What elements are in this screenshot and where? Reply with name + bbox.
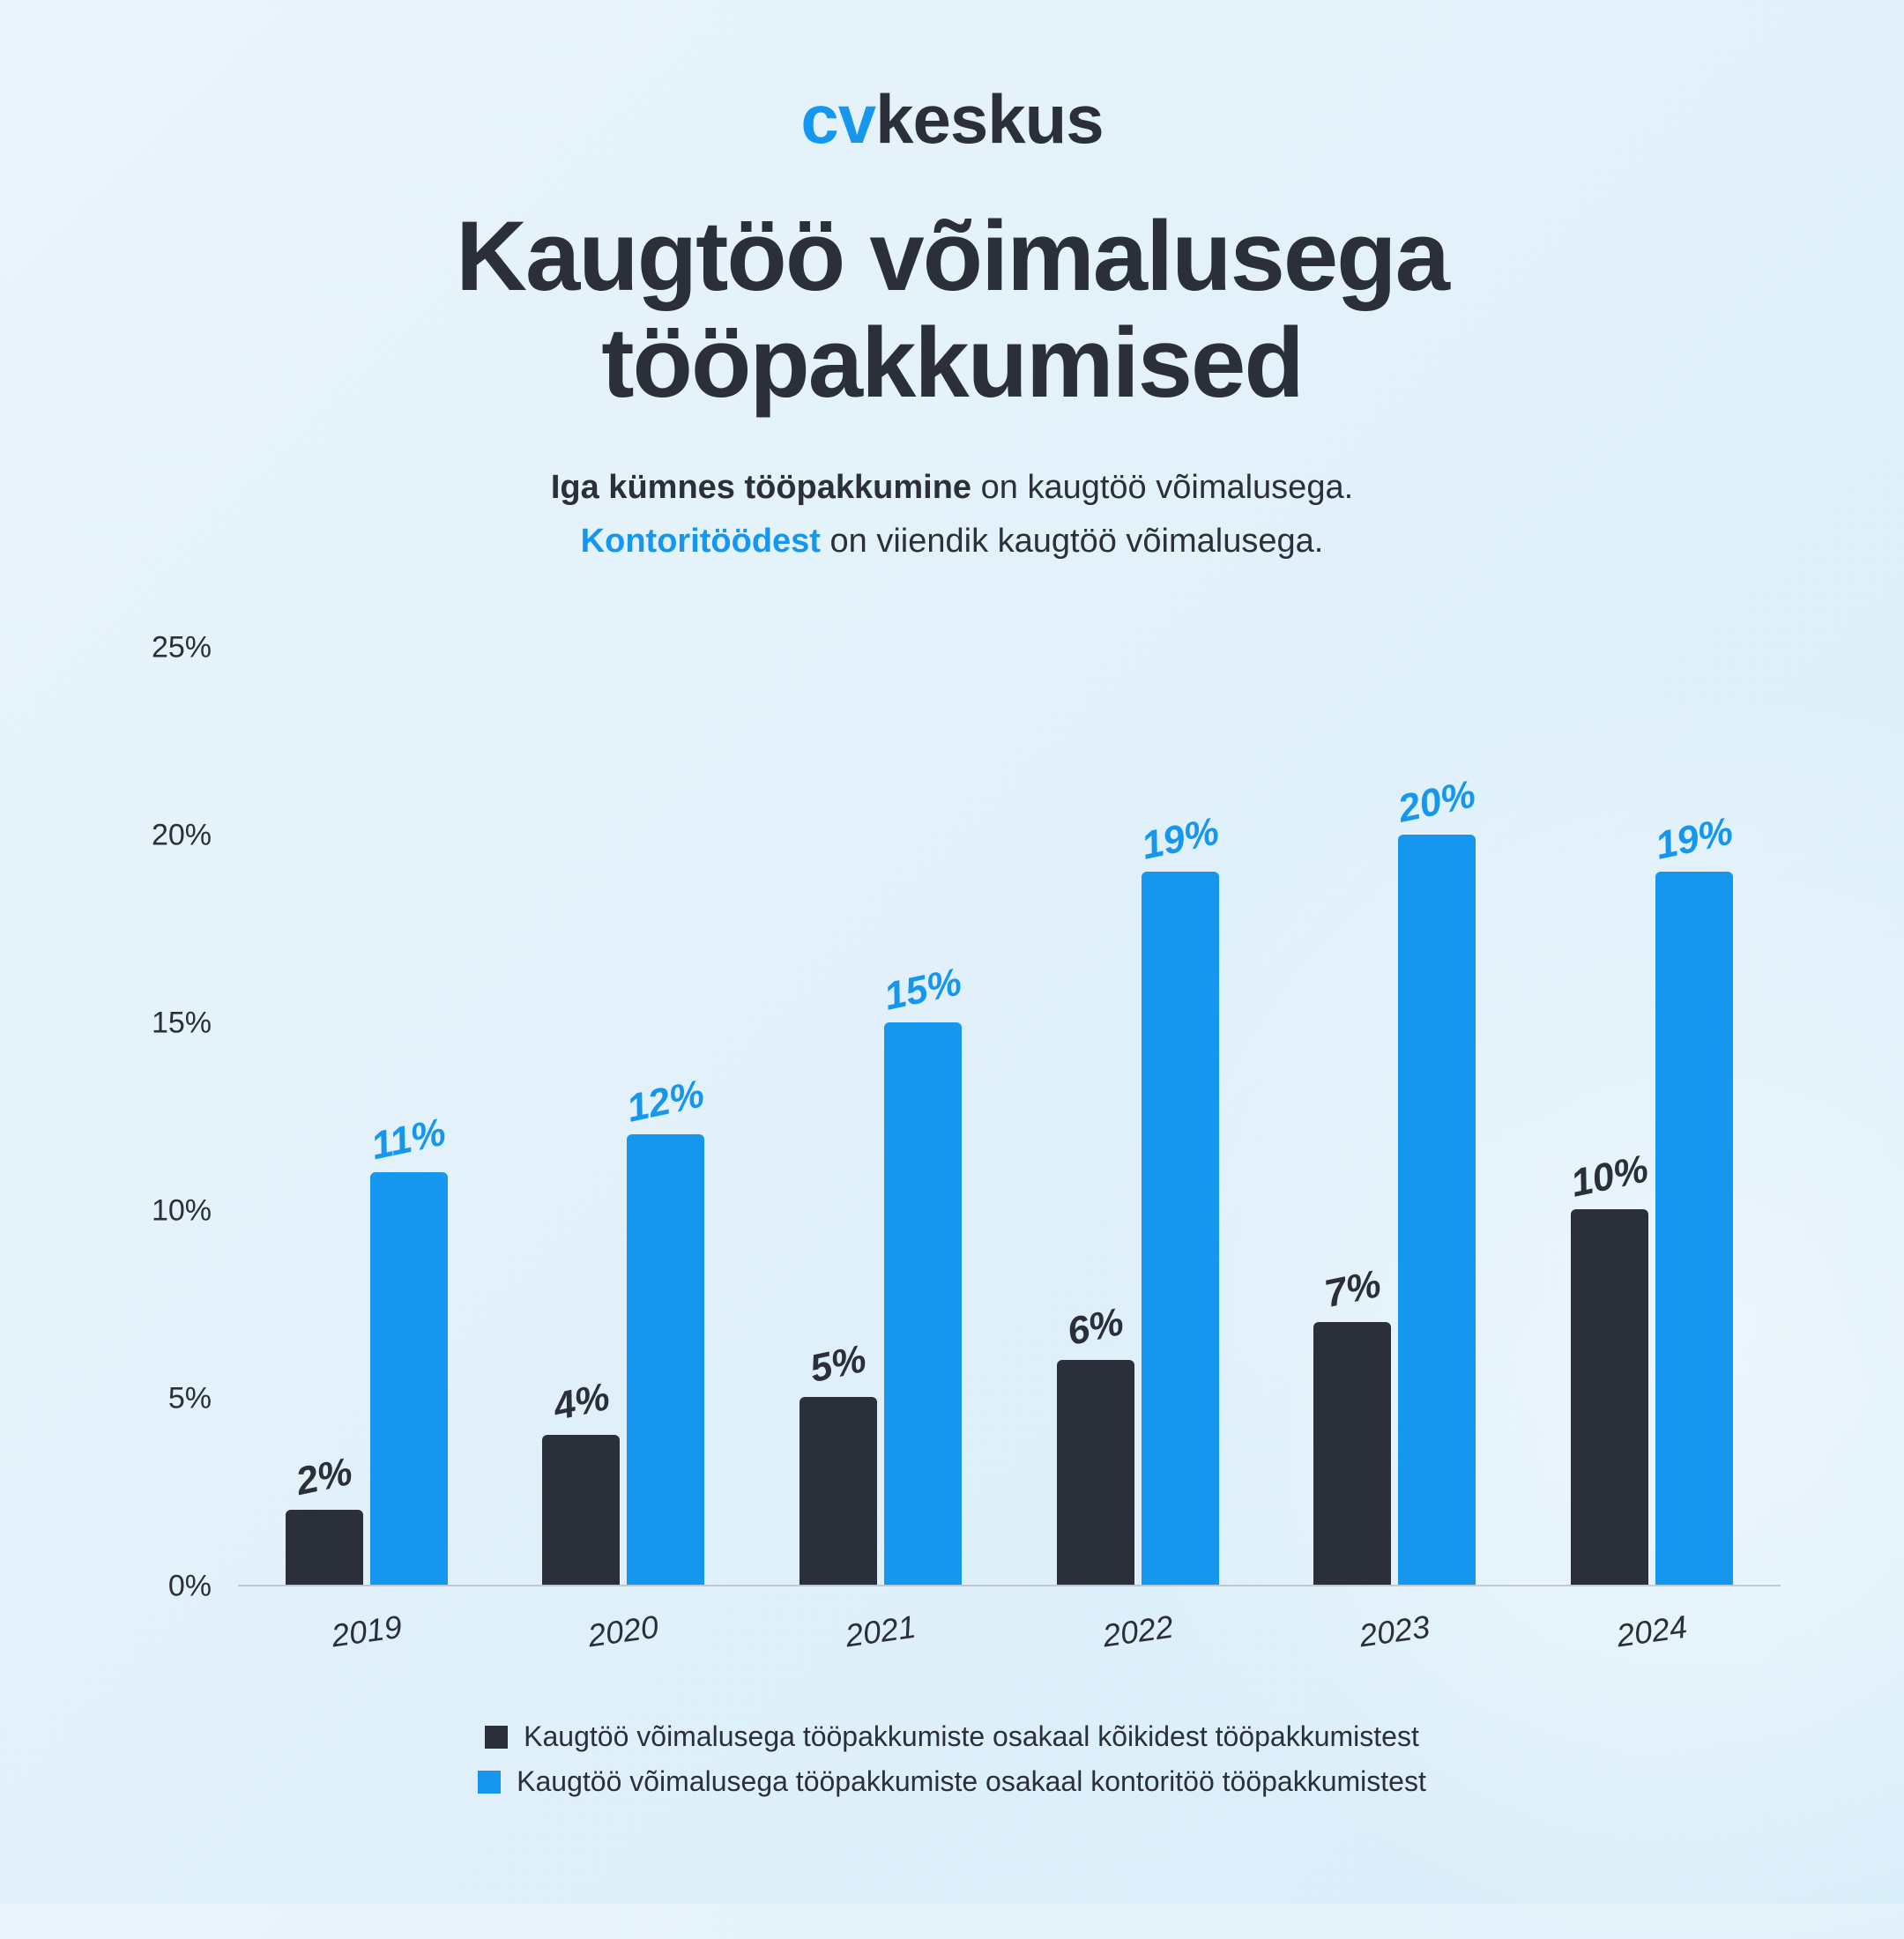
title-line1: Kaugtöö võimalusega	[123, 204, 1781, 310]
legend-item-office: Kaugtöö võimalusega tööpakkumiste osakaa…	[478, 1765, 1426, 1798]
bar-label-all: 7%	[1320, 1262, 1385, 1317]
bar-label-office: 19%	[1652, 810, 1737, 869]
bar-wrap-all: 2%	[286, 1510, 363, 1585]
bar-label-all: 6%	[1063, 1300, 1127, 1355]
title-line2: tööpakkumised	[123, 310, 1781, 417]
bar-office	[884, 1022, 962, 1585]
bar-all	[1057, 1360, 1134, 1585]
x-axis: 201920202021202220232024	[238, 1613, 1781, 1650]
bar-office	[370, 1172, 448, 1585]
bar-wrap-all: 4%	[542, 1435, 620, 1585]
bar-label-office: 15%	[881, 960, 966, 1019]
bar-office	[627, 1134, 704, 1585]
legend-label-office: Kaugtöö võimalusega tööpakkumiste osakaa…	[517, 1765, 1426, 1798]
bar-group: 10%19%	[1571, 872, 1733, 1585]
title: Kaugtöö võimalusega tööpakkumised	[123, 204, 1781, 417]
bar-office	[1398, 835, 1476, 1585]
bar-wrap-all: 5%	[800, 1397, 877, 1585]
legend-swatch-dark	[485, 1726, 508, 1749]
bar-label-all: 10%	[1567, 1148, 1653, 1207]
bar-label-office: 12%	[623, 1073, 709, 1132]
bar-office	[1142, 872, 1219, 1585]
plot-area: 2%11%4%12%5%15%6%19%7%20%10%19%	[238, 648, 1781, 1587]
bar-all	[286, 1510, 363, 1585]
y-tick: 5%	[168, 1381, 212, 1415]
bar-wrap-office: 19%	[1655, 872, 1733, 1585]
subtitle-bold1: Iga kümnes tööpakkumine	[551, 469, 971, 506]
bar-label-all: 2%	[293, 1450, 357, 1504]
bar-office	[1655, 872, 1733, 1585]
bar-group: 6%19%	[1057, 872, 1219, 1585]
y-tick: 25%	[152, 630, 212, 665]
bar-label-all: 5%	[807, 1337, 871, 1392]
x-label: 2023	[1312, 1601, 1477, 1660]
subtitle-bold2: Kontoritöödest	[581, 523, 821, 560]
y-tick: 15%	[152, 1006, 212, 1040]
bar-label-office: 20%	[1395, 772, 1480, 831]
logo-part1: cv	[800, 80, 875, 158]
legend-swatch-blue	[478, 1771, 501, 1794]
x-label: 2020	[540, 1601, 706, 1660]
bar-group: 2%11%	[286, 1172, 448, 1585]
infographic-container: cvkeskus Kaugtöö võimalusega tööpakkumis…	[0, 0, 1904, 1904]
bar-all	[542, 1435, 620, 1585]
bar-all	[1571, 1209, 1648, 1585]
bar-wrap-office: 19%	[1142, 872, 1219, 1585]
bar-wrap-all: 6%	[1057, 1360, 1134, 1585]
bar-label-all: 4%	[549, 1375, 614, 1430]
y-tick: 20%	[152, 818, 212, 852]
x-label: 2019	[284, 1601, 450, 1660]
bar-wrap-all: 10%	[1571, 1209, 1648, 1585]
legend-label-all: Kaugtöö võimalusega tööpakkumiste osakaa…	[524, 1720, 1419, 1753]
bar-label-office: 11%	[368, 1111, 450, 1170]
bar-group: 4%12%	[542, 1134, 704, 1585]
subtitle-rest2: on viiendik kaugtöö võimalusega.	[821, 523, 1323, 560]
bar-group: 5%15%	[800, 1022, 962, 1585]
subtitle-rest1: on kaugtöö võimalusega.	[971, 469, 1353, 506]
bar-wrap-office: 11%	[370, 1172, 448, 1585]
y-axis: 0%5%10%15%20%25%	[123, 648, 238, 1587]
y-tick: 10%	[152, 1193, 212, 1228]
bar-all	[1313, 1322, 1391, 1585]
x-label: 2021	[798, 1601, 963, 1660]
bar-wrap-office: 15%	[884, 1022, 962, 1585]
bar-wrap-office: 12%	[627, 1134, 704, 1585]
bar-label-office: 19%	[1138, 810, 1223, 869]
bar-wrap-office: 20%	[1398, 835, 1476, 1585]
chart: 0%5%10%15%20%25% 2%11%4%12%5%15%6%19%7%2…	[123, 648, 1781, 1587]
x-label: 2024	[1569, 1601, 1735, 1660]
bar-group: 7%20%	[1313, 835, 1476, 1585]
legend-item-all: Kaugtöö võimalusega tööpakkumiste osakaa…	[485, 1720, 1419, 1753]
y-tick: 0%	[168, 1570, 212, 1604]
bar-wrap-all: 7%	[1313, 1322, 1391, 1585]
x-label: 2022	[1055, 1601, 1221, 1660]
logo-part2: keskus	[875, 80, 1104, 158]
legend: Kaugtöö võimalusega tööpakkumiste osakaa…	[123, 1720, 1781, 1798]
subtitle: Iga kümnes tööpakkumine on kaugtöö võima…	[123, 461, 1781, 568]
bar-all	[800, 1397, 877, 1585]
logo: cvkeskus	[123, 79, 1781, 160]
